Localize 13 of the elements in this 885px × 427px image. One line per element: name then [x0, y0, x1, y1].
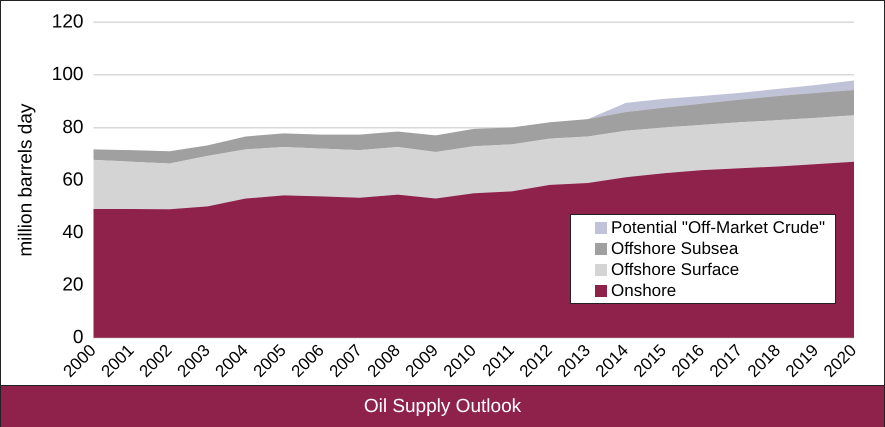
y-tick-label: 40: [62, 222, 84, 243]
y-tick-label: 80: [62, 116, 84, 138]
legend-label: Offshore Subsea: [611, 238, 738, 259]
legend-label: Potential "Off-Market Crude": [611, 217, 825, 238]
y-tick-label: 120: [52, 12, 84, 33]
text: Oil Supply Outlook: [1, 385, 884, 427]
y-tick-label: 100: [52, 64, 84, 86]
y-tick-label: 60: [62, 169, 84, 190]
legend-label: Onshore: [611, 280, 676, 301]
legend-label: Offshore Surface: [611, 259, 740, 280]
y-tick-label: 20: [62, 274, 84, 296]
y-tick-label: 0: [72, 327, 84, 348]
y-axis-title: million barrels day: [16, 103, 37, 257]
